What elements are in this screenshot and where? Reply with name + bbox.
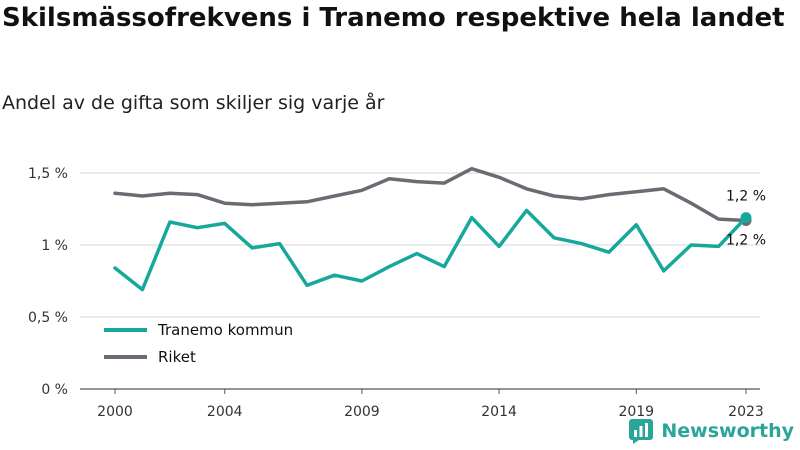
y-tick-label: 1 %: [41, 238, 68, 254]
brand-name: Newsworthy: [661, 420, 794, 442]
series-line-1: [113, 166, 748, 223]
x-tick-label: 2004: [207, 404, 243, 420]
end-labels: 1,2 % 1,2 %: [726, 189, 766, 249]
chart-subtitle: Andel av de gifta som skiljer sig varje …: [2, 92, 385, 114]
legend: Tranemo kommun Riket: [104, 321, 293, 366]
series-line-0: [113, 208, 748, 292]
x-tick-label: 2023: [728, 404, 764, 420]
newsworthy-brand: Newsworthy: [629, 418, 794, 444]
y-tick-label: 0,5 %: [28, 310, 68, 326]
bar-chart-logo-icon: [629, 419, 654, 444]
x-tick-label: 2000: [97, 404, 133, 420]
end-value-label: 1,2 %: [726, 233, 766, 249]
grid-lines: [80, 172, 760, 390]
legend-label: Riket: [158, 348, 196, 366]
y-tick-label: 0 %: [41, 382, 68, 398]
y-axis-ticks: 0 % 0,5 % 1 % 1,5 %: [28, 166, 68, 398]
x-axis-ticks: 2000 2004 2009 2014 2019 2023: [97, 389, 764, 420]
series-lines: [113, 166, 752, 292]
y-tick-label: 1,5 %: [28, 166, 68, 182]
x-tick-label: 2019: [618, 404, 654, 420]
chart-title: Skilsmässofrekvens i Tranemo respektive …: [2, 3, 785, 33]
legend-label: Tranemo kommun: [157, 321, 293, 339]
data-point: [740, 212, 752, 224]
end-value-label: 1,2 %: [726, 189, 766, 205]
x-tick-label: 2009: [344, 404, 380, 420]
x-tick-label: 2014: [481, 404, 517, 420]
